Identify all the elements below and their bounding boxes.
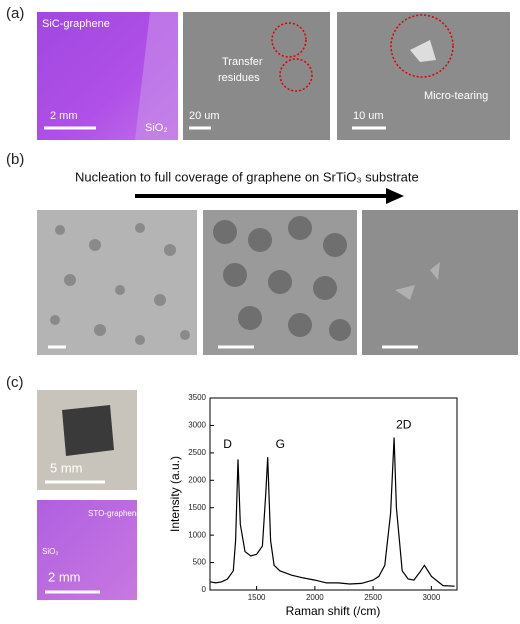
panel-label: (c) <box>6 374 24 391</box>
plot-frame <box>209 397 458 591</box>
y-tick-label: 1000 <box>188 530 206 539</box>
highlight <box>390 14 454 78</box>
islands <box>213 216 351 341</box>
image-region <box>135 12 178 140</box>
peak-label: 2D <box>396 418 412 432</box>
annotation: residues <box>218 72 260 84</box>
islands <box>50 223 190 345</box>
y-tick-label: 3500 <box>188 393 206 402</box>
y-tick-label: 3000 <box>188 421 206 430</box>
annotation: Micro-tearing <box>424 90 488 102</box>
x-tick-label: 3000 <box>422 593 440 602</box>
x-tick-label: 2500 <box>364 593 382 602</box>
y-tick-label: 2500 <box>188 448 206 457</box>
peak-label: D <box>223 437 232 451</box>
x-tick-label: 2000 <box>306 593 324 602</box>
image-label: SiC-graphene <box>42 18 110 30</box>
y-tick-label: 2000 <box>188 475 206 484</box>
image-detail <box>395 262 440 300</box>
substrate-label: SiO₂ <box>145 122 168 134</box>
panel-label: (a) <box>6 5 24 22</box>
highlight <box>271 22 307 58</box>
scale-label: 2 mm <box>48 569 81 584</box>
arrow-text: Nucleation to full coverage of graphene … <box>75 169 419 184</box>
y-axis-label: Intensity (a.u.) <box>168 456 182 532</box>
y-tick-label: 1500 <box>188 503 206 512</box>
annotation-line: Transfer <box>222 56 263 68</box>
spectrum <box>209 437 455 587</box>
scale-label: 10 um <box>353 110 384 122</box>
image <box>337 12 510 140</box>
annotation: Transfer <box>222 56 263 68</box>
image <box>37 210 197 355</box>
x-axis-label: Raman shift (/cm) <box>286 604 381 618</box>
image <box>183 12 330 140</box>
sample <box>62 405 114 456</box>
substrate-label: SiO₂ <box>42 547 58 556</box>
scale-label: 2 mm <box>50 110 78 122</box>
arrowhead <box>386 188 404 204</box>
panel-label: (b) <box>6 151 24 168</box>
y-tick-label: 0 <box>202 585 207 594</box>
image <box>37 500 137 600</box>
scale-label: 20 um <box>189 110 220 122</box>
image <box>362 210 518 355</box>
peak-label: G <box>276 437 285 451</box>
highlight <box>279 58 313 92</box>
image-label: STO-graphene <box>88 509 141 518</box>
scale-label: 5 mm <box>50 460 83 475</box>
x-tick-label: 1500 <box>248 593 266 602</box>
y-tick-label: 500 <box>193 558 207 567</box>
annotation-line: residues <box>218 72 260 84</box>
image-detail <box>410 40 436 62</box>
